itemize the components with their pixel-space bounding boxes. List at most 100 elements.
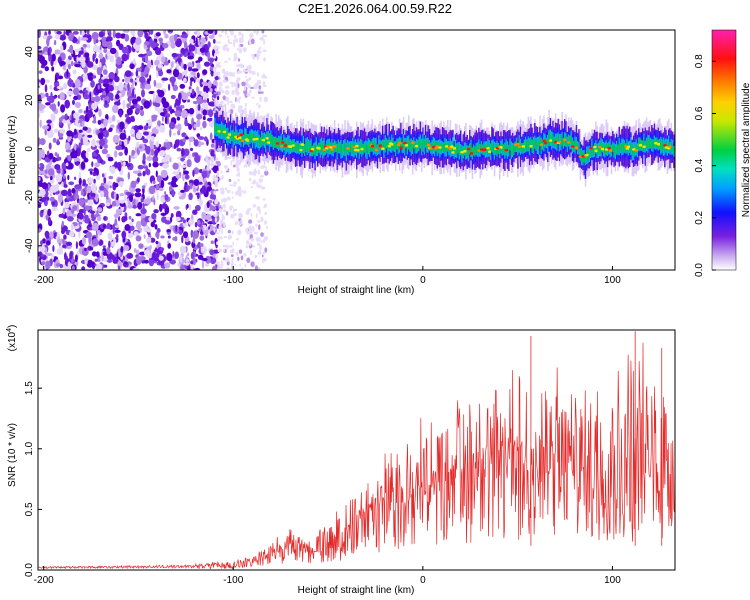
noise-blob [70,60,74,67]
noise-blob [197,142,205,146]
noise-blob [104,172,107,178]
noise-speck [246,231,249,235]
noise-blob [50,179,55,184]
noise-blob [124,75,130,84]
noise-blob [118,82,124,91]
top-x-tick-label: 100 [604,275,621,286]
ridge-peak [563,138,568,142]
ridge-band [514,141,517,153]
noise-blob [176,116,181,121]
noise-speck [216,64,222,68]
noise-blob [129,128,135,135]
top-y-tick-label: -40 [24,238,35,253]
noise-blob [44,247,48,256]
ridge-band [231,132,233,140]
top-x-axis: -200 -100 0 100 [34,266,621,286]
noise-speck [233,213,237,216]
noise-speck [238,191,242,197]
noise-speck [237,229,242,236]
ridge-band [317,145,319,156]
noise-speck [246,92,251,97]
noise-speck [238,44,241,48]
noise-speck [238,212,243,219]
noise-blob [162,101,170,109]
noise-speck [221,228,224,234]
noise-speck [237,107,243,114]
noise-blob [188,136,194,143]
noise-blob [180,62,184,69]
noise-blob [155,125,159,130]
ridge-band [662,142,665,151]
noise-blob [59,264,63,269]
ridge-band [574,141,576,149]
noise-blob [41,209,44,213]
noise-blob [150,221,155,228]
noise-speck [260,178,263,182]
noise-blob [72,31,79,35]
ridge-band [513,145,515,153]
noise-blob [105,225,112,230]
noise-speck [237,82,240,89]
colorbar-label: Normalized spectral amplitude [741,82,750,217]
noise-blob [82,179,86,186]
noise-blob [148,90,155,95]
noise-blob [71,114,74,124]
noise-blob [75,241,78,250]
noise-blob [132,170,140,174]
noise-speck [223,236,228,239]
ridge-band [216,125,219,135]
bottom-plot-frame [37,329,676,571]
noise-speck [242,69,246,73]
noise-speck [222,257,226,261]
ridge-band [592,148,595,156]
noise-blob [196,30,201,37]
noise-blob [211,72,214,77]
noise-speck [248,71,254,74]
noise-blob [203,212,206,221]
ridge-band [470,143,472,154]
noise-blob [210,156,215,163]
noise-blob [189,181,193,190]
ridge-band [441,143,444,151]
noise-blob [46,119,52,124]
ridge-band [250,131,253,141]
noise-blob [139,76,146,84]
noise-speck [229,100,233,103]
noise-blob [199,199,204,206]
noise-blob [180,189,185,193]
noise-blob [97,233,100,242]
noise-blob [94,52,97,58]
noise-speck [248,219,253,224]
noise-blob [98,53,104,59]
noise-blob [75,161,80,166]
noise-blob [135,235,142,242]
noise-blob [116,161,122,171]
ridge-band [359,141,362,152]
noise-speck [220,260,224,264]
noise-blob [74,101,81,109]
ridge-band [548,133,550,144]
noise-speck [251,182,256,185]
noise-blob [192,169,195,177]
noise-blob [130,30,135,36]
noise-blob [44,128,47,136]
noise-speck [264,220,268,225]
noise-speck [258,237,261,243]
noise-blob [122,245,130,251]
noise-blob [173,206,180,210]
noise-blob [160,179,165,189]
noise-blob [169,121,175,130]
noise-blob [51,103,57,112]
noise-blob [95,149,99,155]
noise-speck [235,96,237,103]
noise-blob [132,88,135,98]
noise-blob [137,172,142,177]
noise-speck [215,254,218,259]
noise-blob [199,187,207,194]
noise-blob [202,220,205,226]
noise-speck [229,81,234,85]
noise-blob [161,77,169,81]
noise-blob [181,109,188,119]
noise-blob [214,75,219,81]
ridge-band [532,139,535,152]
